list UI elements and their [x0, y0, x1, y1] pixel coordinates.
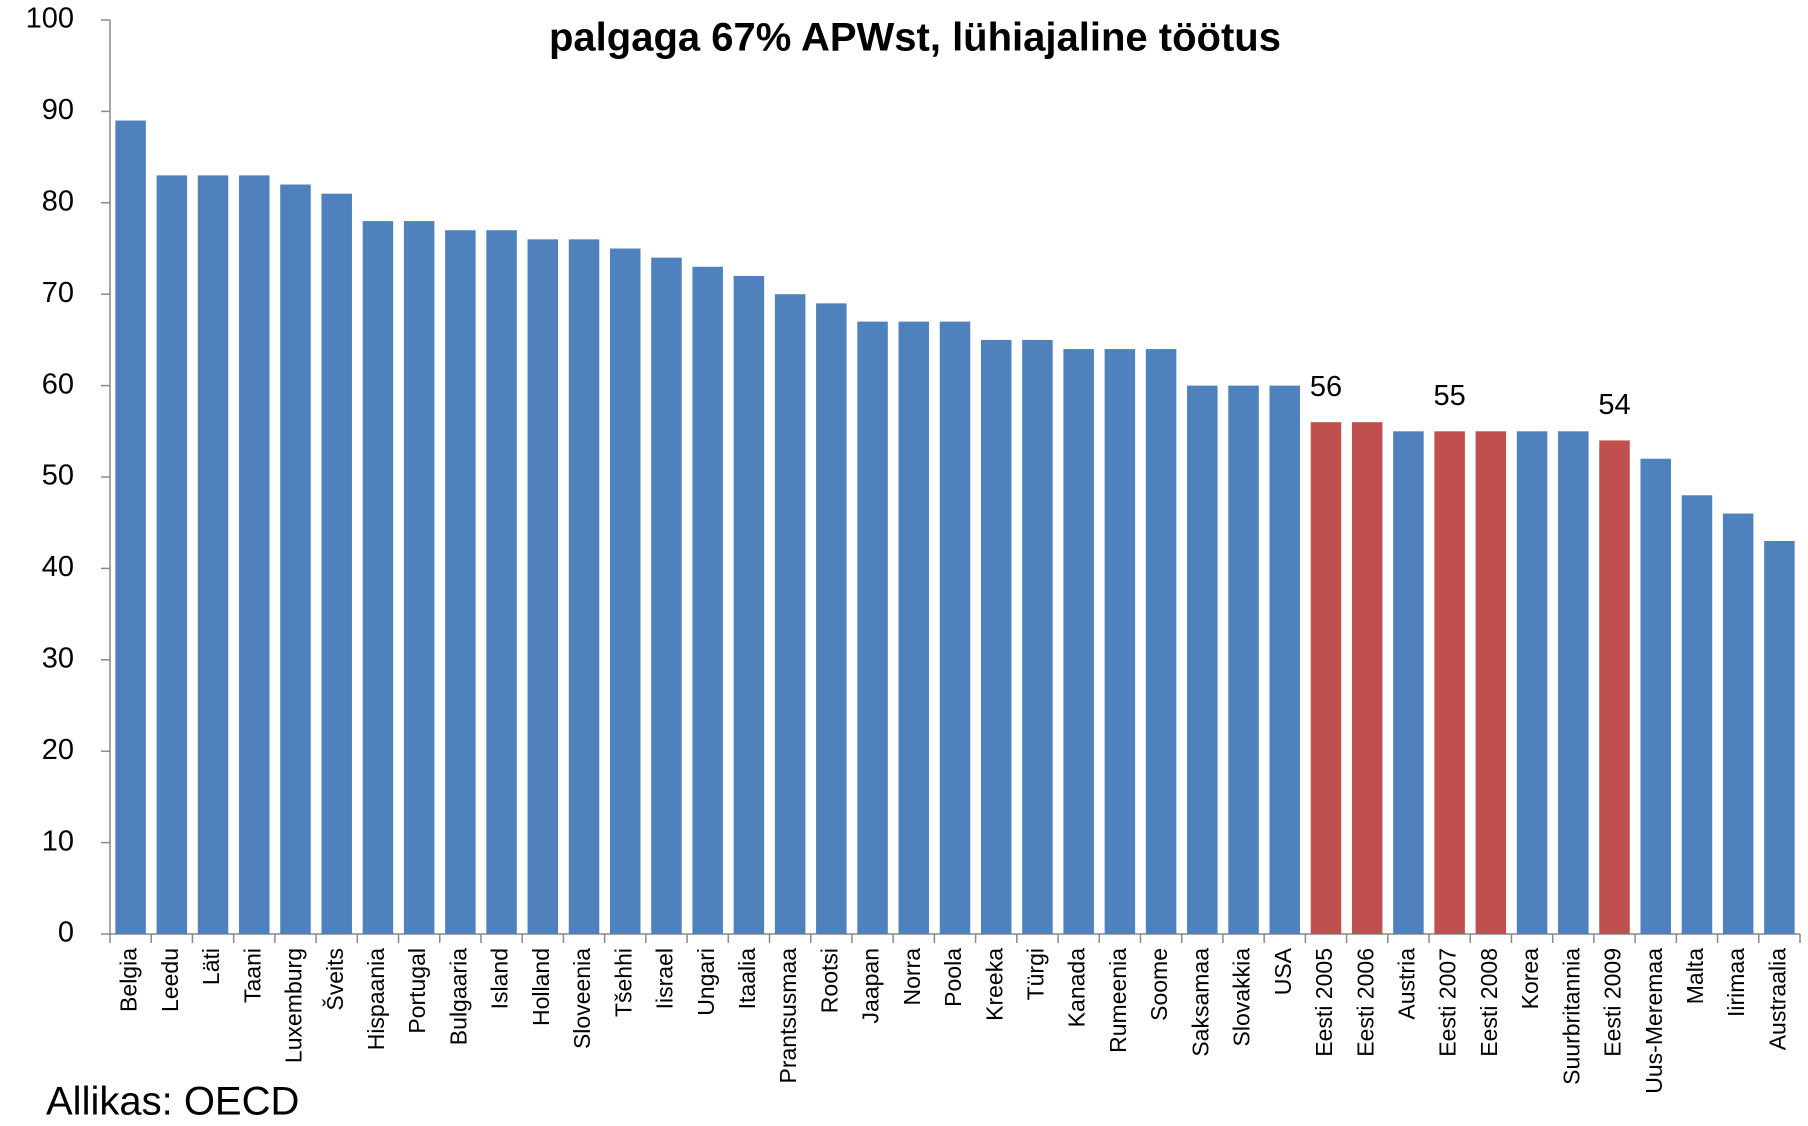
bar: [1558, 431, 1589, 934]
x-tick-label: Uus-Meremaa: [1641, 948, 1667, 1094]
y-tick-label: 40: [42, 551, 74, 583]
bar: [898, 321, 930, 934]
x-tick-label: Eesti 2006: [1352, 948, 1378, 1057]
x-tick-label: Ungari: [693, 948, 719, 1016]
bar: [1475, 431, 1507, 934]
x-tick-label: Itaalia: [734, 948, 760, 1010]
bar: [403, 221, 435, 934]
bar: [651, 257, 682, 934]
x-tick-label: Korea: [1517, 948, 1543, 1010]
bar: [321, 193, 352, 934]
x-tick-label: Tšehhi: [610, 948, 636, 1017]
y-tick-label: 0: [58, 917, 74, 949]
bar: [1764, 540, 1795, 934]
bar: [816, 303, 847, 935]
bar: [692, 266, 723, 934]
bar: [156, 175, 188, 934]
x-tick-label: Slovakkia: [1229, 948, 1255, 1047]
data-label: 56: [1310, 371, 1342, 403]
y-tick-label: 100: [26, 3, 74, 35]
x-tick-label: Austraalia: [1764, 948, 1790, 1050]
x-tick-label: Austria: [1393, 948, 1419, 1020]
bar: [1145, 349, 1177, 934]
x-tick-label: Belgia: [116, 948, 142, 1012]
bar: [486, 230, 517, 935]
bar: [1104, 349, 1136, 934]
y-tick-label: 20: [42, 734, 74, 766]
x-tick-label: Türgi: [1023, 948, 1049, 1000]
x-tick-label: Šveits: [321, 948, 348, 1011]
bar: [568, 239, 600, 935]
x-tick-label: Eesti 2005: [1311, 948, 1337, 1057]
bar: [1393, 431, 1424, 934]
y-tick-label: 80: [42, 185, 74, 217]
x-tick-label: Island: [487, 948, 513, 1009]
x-tick-label: Suurbritannia: [1558, 948, 1584, 1085]
x-tick-label: Kreeka: [981, 948, 1007, 1021]
x-tick-label: Iirimaa: [1723, 948, 1749, 1017]
x-tick-label: Läti: [198, 948, 224, 985]
bar: [1187, 385, 1218, 935]
x-tick-label: Holland: [528, 948, 554, 1026]
bar: [857, 321, 888, 934]
chart-title: palgaga 67% APWst, lühiajaline töötus: [549, 16, 1281, 60]
bar: [445, 230, 476, 935]
bar: [1228, 385, 1259, 935]
bar: [1434, 431, 1465, 934]
bar: [1063, 349, 1094, 934]
x-tick-label: Rootsi: [816, 948, 842, 1013]
y-tick-label: 50: [42, 460, 74, 492]
x-tick-label: Rumeenia: [1105, 948, 1131, 1053]
x-tick-label: Soome: [1146, 948, 1172, 1021]
bar: [280, 184, 311, 934]
bar: [1269, 385, 1301, 935]
x-tick-label: Malta: [1682, 948, 1708, 1004]
bar: [980, 339, 1012, 934]
x-tick-label: Saksamaa: [1187, 948, 1213, 1057]
y-tick-label: 70: [42, 277, 74, 309]
bar: [1722, 513, 1754, 934]
bar: [362, 221, 394, 934]
x-tick-label: Hispaania: [363, 948, 389, 1050]
x-tick-label: Iisrael: [652, 948, 678, 1009]
x-tick-label: Leedu: [157, 948, 183, 1012]
y-tick-label: 60: [42, 368, 74, 400]
source-note: Allikas: OECD: [46, 1080, 299, 1124]
x-tick-label: Sloveenia: [569, 948, 595, 1049]
x-tick-label: Jaapan: [858, 948, 884, 1023]
bar: [1599, 440, 1630, 934]
x-tick-label: Eesti 2008: [1476, 948, 1502, 1057]
bar: [1310, 422, 1342, 934]
x-tick-label: Eesti 2009: [1600, 948, 1626, 1057]
bar: [1681, 495, 1713, 934]
bar: [774, 294, 806, 934]
bar: [197, 175, 229, 934]
x-tick-label: USA: [1270, 947, 1296, 995]
bar: [527, 239, 559, 935]
y-tick-label: 10: [42, 825, 74, 857]
bar: [239, 175, 270, 934]
x-tick-label: Eesti 2007: [1435, 948, 1461, 1057]
y-tick-label: 30: [42, 642, 74, 674]
data-label: 54: [1598, 389, 1630, 421]
bar: [1022, 339, 1053, 934]
bar: [1351, 422, 1383, 934]
x-tick-label: Luxemburg: [281, 948, 307, 1063]
bar: [733, 275, 765, 934]
bar: [939, 321, 971, 934]
bar: [609, 248, 641, 934]
x-tick-label: Bulgaaria: [445, 948, 471, 1045]
x-tick-label: Poola: [940, 948, 966, 1007]
x-tick-label: Kanada: [1064, 948, 1090, 1028]
x-tick-label: Prantsusmaa: [775, 948, 801, 1084]
x-tick-label: Portugal: [404, 948, 430, 1034]
x-tick-label: Taani: [239, 948, 265, 1003]
data-label: 55: [1434, 380, 1466, 412]
bar: [115, 120, 146, 935]
bar: [1640, 458, 1671, 934]
y-tick-label: 90: [42, 94, 74, 126]
bar: [1516, 431, 1548, 934]
x-tick-label: Norra: [899, 948, 925, 1006]
